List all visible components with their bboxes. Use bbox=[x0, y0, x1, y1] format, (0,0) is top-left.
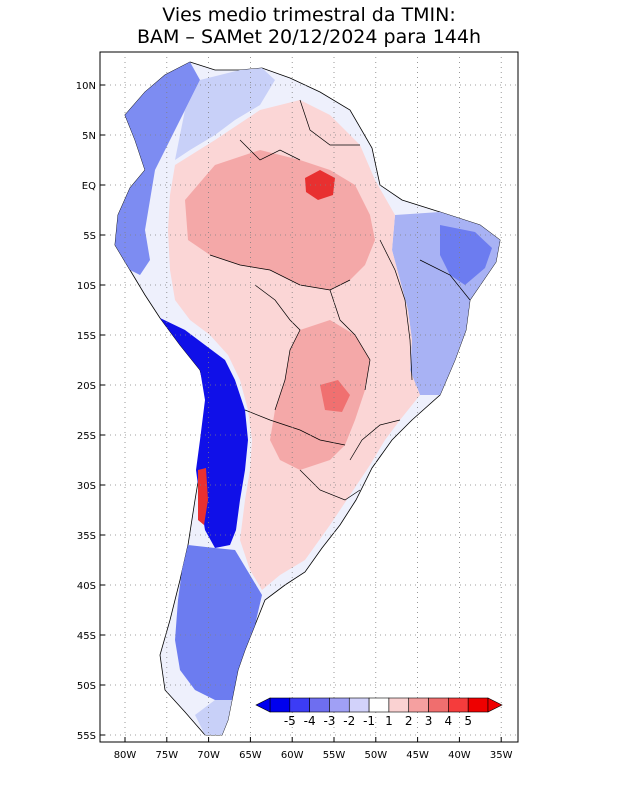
lat-label-40S: 40S bbox=[77, 581, 96, 592]
colorbar-label: 5 bbox=[464, 714, 472, 728]
colorbar-label: 2 bbox=[405, 714, 413, 728]
lat-label-45S: 45S bbox=[77, 631, 96, 642]
patagonia-cold-region bbox=[175, 545, 262, 700]
lat-label-15S: 15S bbox=[77, 331, 96, 342]
colorbar: -5 -4 -3 -2 -1 1 2 3 4 5 bbox=[255, 697, 503, 728]
lon-label-75W: 75W bbox=[155, 750, 178, 761]
latitude-axis: 10N 5N EQ 5S 10S 15S 20S 25S 30S 35S 40S 45S 50S 55S bbox=[76, 81, 105, 742]
hot-spot-chile bbox=[198, 468, 208, 525]
country-borders bbox=[209, 99, 471, 501]
colorbar-label: -4 bbox=[304, 714, 316, 728]
colorbar-label: -3 bbox=[323, 714, 335, 728]
lon-label-40W: 40W bbox=[448, 750, 471, 761]
colorbar-swatch bbox=[448, 697, 469, 713]
colorbar-swatch bbox=[467, 697, 489, 713]
northwest-cold-region bbox=[115, 62, 200, 275]
hot-spot-center bbox=[320, 380, 350, 412]
lat-label-EQ: EQ bbox=[82, 181, 96, 192]
lon-label-60W: 60W bbox=[281, 750, 304, 761]
colorbar-swatch bbox=[388, 697, 410, 713]
lat-label-10N: 10N bbox=[76, 81, 96, 92]
lat-label-55S: 55S bbox=[77, 731, 96, 742]
colorbar-label: 1 bbox=[385, 714, 393, 728]
lon-label-35W: 35W bbox=[490, 750, 513, 761]
lon-label-50W: 50W bbox=[364, 750, 387, 761]
colorbar-right-arrow bbox=[487, 697, 503, 713]
map-title-line1: Vies medio trimestral da TMIN: bbox=[162, 4, 456, 26]
north-mild-cold bbox=[175, 68, 275, 160]
colorbar-swatch bbox=[329, 697, 350, 713]
lat-label-5N: 5N bbox=[82, 131, 96, 142]
colorbar-swatch bbox=[408, 697, 429, 713]
lon-label-55W: 55W bbox=[323, 750, 346, 761]
lat-label-35S: 35S bbox=[77, 531, 96, 542]
graticule-grid bbox=[100, 52, 518, 742]
lon-label-80W: 80W bbox=[114, 750, 137, 761]
colorbar-swatch bbox=[309, 697, 330, 713]
colorbar-label: 3 bbox=[425, 714, 433, 728]
lat-label-50S: 50S bbox=[77, 681, 96, 692]
colorbar-swatch bbox=[368, 697, 390, 713]
colorbar-swatch bbox=[289, 697, 310, 713]
colorbar-label: -2 bbox=[343, 714, 355, 728]
colorbar-swatch bbox=[269, 697, 291, 713]
lat-label-30S: 30S bbox=[77, 481, 96, 492]
lon-label-45W: 45W bbox=[406, 750, 429, 761]
map-title-line2: BAM – SAMet 20/12/2024 para 144h bbox=[136, 26, 482, 48]
map-content bbox=[114, 61, 501, 736]
lon-label-65W: 65W bbox=[239, 750, 262, 761]
lat-label-5S: 5S bbox=[83, 231, 96, 242]
colorbar-left-arrow bbox=[255, 697, 271, 713]
northeast-strong-cold bbox=[440, 225, 492, 285]
colorbar-label: -5 bbox=[284, 714, 296, 728]
colorbar-swatch bbox=[348, 697, 370, 713]
center-west-warm bbox=[270, 320, 370, 470]
colorbar-label: 4 bbox=[445, 714, 453, 728]
patagonia-mild-region bbox=[195, 700, 232, 735]
lat-label-10S: 10S bbox=[77, 281, 96, 292]
colorbar-swatch bbox=[428, 697, 449, 713]
andes-cold-region bbox=[160, 318, 248, 548]
colorbar-label: -1 bbox=[363, 714, 375, 728]
lon-label-70W: 70W bbox=[197, 750, 220, 761]
longitude-axis: 80W 75W 70W 65W 60W 55W 50W 45W 40W 35W bbox=[114, 737, 513, 761]
lat-label-20S: 20S bbox=[77, 381, 96, 392]
lat-label-25S: 25S bbox=[77, 431, 96, 442]
